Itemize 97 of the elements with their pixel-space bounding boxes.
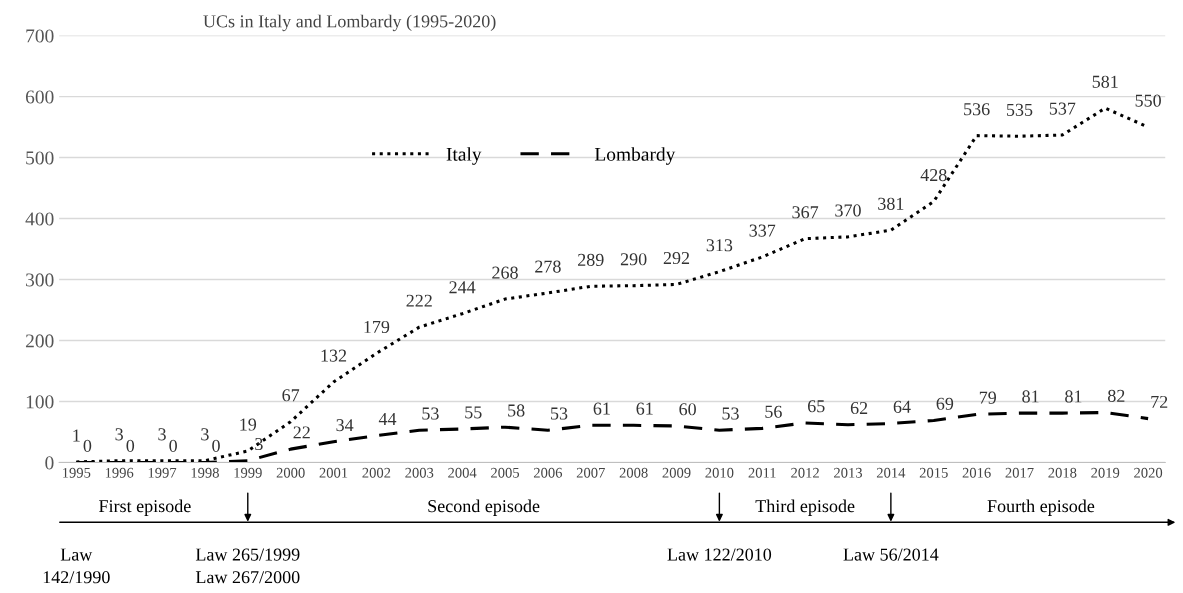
- x-tick-label: 2018: [1048, 467, 1077, 478]
- data-label: 58: [508, 404, 525, 417]
- x-tick-label: 2005: [491, 467, 520, 478]
- text: First episode: [99, 499, 191, 516]
- x-tick-label: 1997: [148, 467, 177, 478]
- data-label: 313: [706, 239, 733, 252]
- data-label: 550: [1135, 94, 1161, 107]
- data-label: 22: [293, 426, 310, 439]
- x-tick-label: 1995: [63, 467, 91, 478]
- data-label: 0: [126, 439, 135, 452]
- data-label: 428: [920, 168, 947, 182]
- data-label: 278: [535, 260, 561, 273]
- text: Law 265/1999 Law 267/2000: [195, 548, 300, 584]
- text: Second episode: [428, 499, 540, 516]
- data-label: 0: [169, 439, 177, 452]
- y-tick-label: 700: [26, 29, 54, 43]
- data-label: 381: [878, 197, 904, 210]
- data-label: 1: [73, 429, 80, 442]
- data-label: 53: [722, 407, 739, 420]
- text: Fourth episode: [987, 499, 1095, 516]
- x-tick-label: 2015: [919, 467, 948, 478]
- data-label: 268: [492, 266, 518, 279]
- data-label: 292: [663, 251, 690, 265]
- x-tick-label: 2000: [276, 467, 305, 478]
- x-tick-label: 2012: [791, 467, 819, 478]
- x-tick-label: 1999: [234, 467, 262, 478]
- data-label: 53: [551, 407, 568, 420]
- x-tick-label: 2019: [1091, 467, 1120, 478]
- x-tick-label: 2004: [448, 467, 477, 478]
- x-tick-label: 2008: [619, 467, 648, 478]
- data-label: 222: [406, 294, 432, 307]
- text: Third episode: [755, 499, 855, 516]
- data-label: 0: [83, 439, 92, 452]
- x-tick-label: 2017: [1005, 467, 1034, 478]
- x-tick-label: 2013: [834, 467, 863, 478]
- data-label: 244: [449, 281, 476, 294]
- data-label: 3: [255, 437, 263, 451]
- data-label: 81: [1022, 390, 1039, 403]
- data-label: 61: [593, 402, 610, 415]
- text: Law 56/2014: [843, 548, 939, 561]
- x-tick-label: 2002: [362, 467, 391, 478]
- y-tick-label: 100: [26, 395, 54, 409]
- data-label: 581: [1092, 75, 1118, 88]
- data-label: 3: [158, 428, 166, 441]
- text: Law 142/1990: [43, 548, 110, 584]
- data-label: 19: [240, 418, 257, 431]
- chart-title: UCs in Italy and Lombardy (1995-2020): [203, 14, 496, 32]
- data-label: 79: [979, 391, 997, 404]
- data-label: 64: [893, 400, 911, 413]
- legend-label: Italy: [446, 147, 482, 165]
- data-label: 55: [465, 406, 482, 419]
- x-tick-label: 2006: [533, 467, 563, 478]
- data-label: 44: [378, 413, 397, 425]
- data-label: 537: [1049, 102, 1076, 115]
- legend-label: Lombardy: [594, 147, 676, 165]
- data-label: 72: [1151, 395, 1168, 408]
- x-tick-label: 1998: [191, 467, 219, 478]
- x-tick-label: 2011: [748, 467, 776, 478]
- x-tick-label: 2001: [319, 467, 348, 478]
- data-label: 53: [422, 407, 439, 420]
- data-label: 132: [321, 349, 347, 362]
- x-tick-label: 2003: [405, 467, 434, 478]
- data-label: 34: [336, 419, 354, 432]
- data-label: 60: [679, 403, 696, 416]
- data-label: 370: [835, 204, 861, 217]
- x-tick-label: 2009: [662, 467, 691, 478]
- data-label: 367: [792, 206, 819, 219]
- data-label: 3: [115, 428, 123, 441]
- data-label: 337: [749, 224, 776, 237]
- data-label: 3: [201, 428, 209, 441]
- data-label: 289: [578, 253, 604, 266]
- y-tick-label: 500: [26, 151, 54, 165]
- data-label: 56: [765, 405, 782, 418]
- data-label: 82: [1108, 389, 1125, 402]
- data-label: 0: [212, 439, 220, 452]
- data-label: 61: [636, 402, 653, 415]
- y-tick-label: 0: [45, 456, 54, 470]
- x-tick-label: 2016: [962, 467, 991, 478]
- x-tick-label: 2014: [876, 467, 906, 478]
- y-tick-label: 600: [25, 90, 54, 104]
- y-tick-label: 200: [25, 334, 54, 348]
- data-label: 65: [807, 400, 825, 413]
- data-label: 69: [936, 397, 954, 410]
- data-label: 81: [1065, 390, 1082, 403]
- x-tick-label: 2010: [705, 467, 734, 478]
- data-label: 290: [620, 253, 647, 266]
- y-tick-label: 300: [26, 273, 54, 287]
- data-label: 62: [850, 401, 868, 415]
- data-label: 536: [964, 103, 990, 116]
- x-tick-label: 1996: [105, 467, 134, 478]
- data-label: 535: [1007, 103, 1033, 116]
- text: Law 122/2010: [667, 548, 772, 561]
- data-label: 67: [282, 389, 300, 402]
- x-tick-label: 2007: [576, 467, 605, 478]
- x-tick-label: 2020: [1134, 467, 1163, 478]
- data-label: 179: [364, 320, 390, 334]
- y-tick-label: 400: [25, 212, 54, 226]
